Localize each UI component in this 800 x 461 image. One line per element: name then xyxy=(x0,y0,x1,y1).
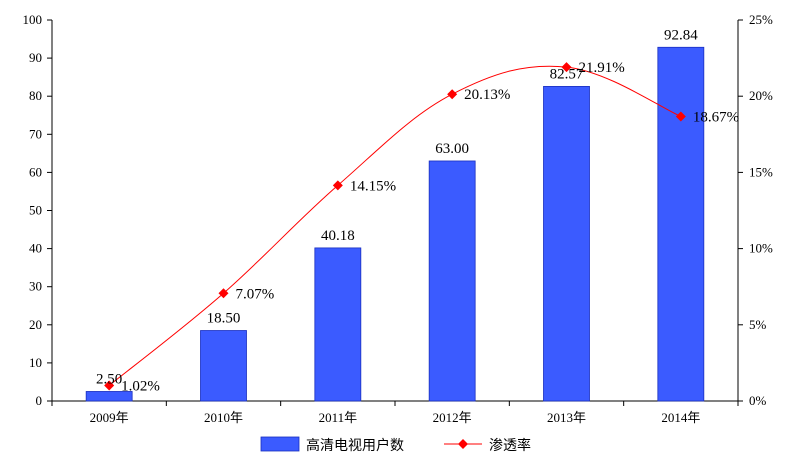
line-marker xyxy=(561,62,572,73)
line-marker xyxy=(218,288,229,299)
line-value-label: 20.13% xyxy=(464,87,510,103)
legend-bar-swatch xyxy=(260,436,300,452)
axes: 0 10 20 30 40 50 60 70 80 90 100 0% 5% 10% 15% 20% 25% 20… xyxy=(23,12,774,425)
bar-value-label: 63.00 xyxy=(435,141,469,157)
x-tick-label: 2012年 xyxy=(433,410,472,425)
bar xyxy=(85,391,133,402)
x-tick-label: 2009年 xyxy=(90,410,129,425)
y-left-tick-label: 80 xyxy=(29,88,42,103)
bar-value-label: 82.57 xyxy=(550,66,584,82)
bar-value-label: 40.18 xyxy=(321,228,355,244)
bar xyxy=(314,247,362,402)
bar-value-label: 18.50 xyxy=(207,311,241,327)
line-value-label: 21.91% xyxy=(579,60,625,76)
line-marker xyxy=(447,89,458,100)
y-right-tick-label: 5% xyxy=(749,317,767,332)
y-left-tick-label: 10 xyxy=(29,355,42,370)
bar-series xyxy=(85,46,705,402)
legend: 高清电视用户数 渗透率 xyxy=(260,436,531,454)
penetration-line xyxy=(108,65,682,386)
y-right-tick-label: 0% xyxy=(749,393,767,408)
legend-line-label: 渗透率 xyxy=(489,437,531,454)
x-tick-label: 2010年 xyxy=(204,410,243,425)
y-right-tick-label: 15% xyxy=(749,164,773,179)
line-marker xyxy=(104,380,115,391)
bar xyxy=(200,330,247,402)
x-tick-label: 2013年 xyxy=(547,410,586,425)
bar-value-label: 92.84 xyxy=(664,27,698,43)
bar xyxy=(657,46,705,402)
y-left-tick-label: 50 xyxy=(29,203,42,218)
y-left-tick-label: 20 xyxy=(29,317,42,332)
legend-bar-label: 高清电视用户数 xyxy=(306,437,404,454)
line-value-label: 14.15% xyxy=(350,178,396,194)
line-marker xyxy=(675,111,686,122)
y-right-tick-label: 25% xyxy=(749,12,773,27)
y-left-tick-label: 30 xyxy=(29,279,42,294)
bar-value-label: 2.50 xyxy=(96,371,122,387)
y-left-tick-label: 100 xyxy=(23,12,43,27)
legend-line-marker xyxy=(458,439,468,449)
y-right-tick-label: 20% xyxy=(749,88,773,103)
y-right-tick-label: 10% xyxy=(749,241,773,256)
line-value-label: 7.07% xyxy=(236,286,275,302)
y-left-tick-label: 40 xyxy=(29,241,42,256)
bar xyxy=(428,160,476,402)
line-marker xyxy=(332,180,343,191)
y-left-tick-label: 60 xyxy=(29,164,42,179)
x-tick-label: 2014年 xyxy=(661,410,700,425)
y-left-tick-label: 70 xyxy=(29,126,42,141)
bar xyxy=(543,86,590,402)
x-tick-label: 2011年 xyxy=(319,410,358,425)
line-series xyxy=(104,62,686,391)
y-left-tick-label: 0 xyxy=(36,393,43,408)
line-value-label: 1.02% xyxy=(121,378,160,394)
line-value-label: 18.67% xyxy=(693,109,739,125)
y-left-tick-label: 90 xyxy=(29,50,42,65)
data-labels: 2.50 18.50 40.18 63.00 82.57 92.84 1.02% 7.07% 1… xyxy=(96,27,739,394)
